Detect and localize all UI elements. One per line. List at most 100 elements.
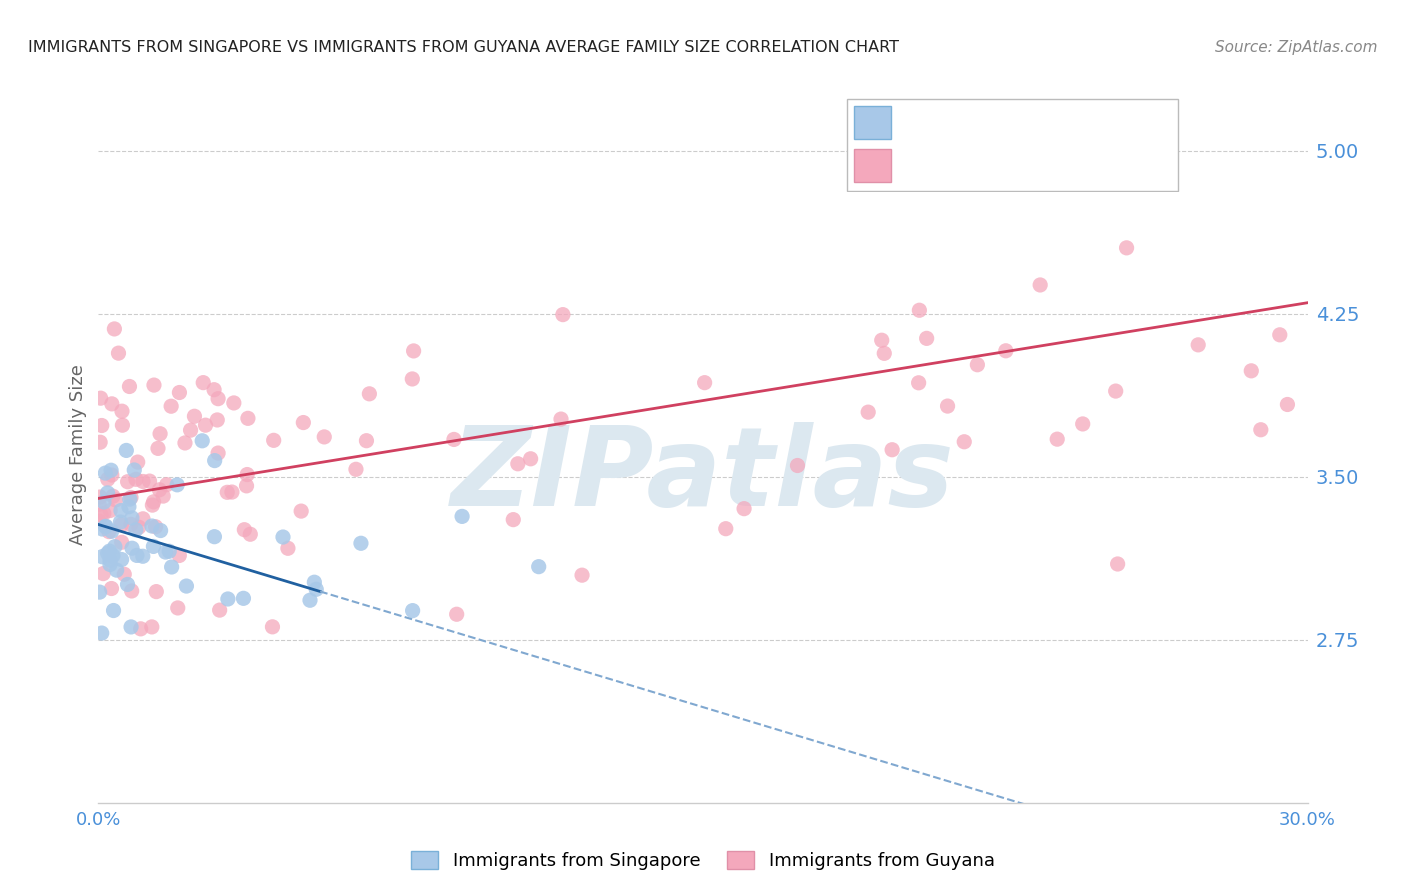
Point <box>277 541 299 556</box>
Point <box>112 567 135 582</box>
Point <box>506 457 529 471</box>
Point <box>202 383 225 397</box>
Point <box>235 479 257 493</box>
Point <box>193 376 215 390</box>
Point <box>882 442 904 457</box>
Legend: Immigrants from Singapore, Immigrants from Guyana: Immigrants from Singapore, Immigrants fr… <box>404 844 1002 877</box>
Text: -0.117: -0.117 <box>952 113 1014 131</box>
Point <box>93 507 115 521</box>
Point <box>907 376 929 390</box>
Text: IMMIGRANTS FROM SINGAPORE VS IMMIGRANTS FROM GUYANA AVERAGE FAMILY SIZE CORRELAT: IMMIGRANTS FROM SINGAPORE VS IMMIGRANTS … <box>28 40 898 55</box>
Point <box>110 517 132 532</box>
Point <box>183 409 205 424</box>
Point <box>120 620 142 634</box>
FancyBboxPatch shape <box>853 105 891 139</box>
Point <box>132 512 155 526</box>
Point <box>97 524 120 539</box>
Point <box>176 579 198 593</box>
Point <box>451 509 474 524</box>
Point <box>115 443 138 458</box>
Point <box>915 331 938 345</box>
Point <box>217 592 239 607</box>
Point <box>90 391 112 405</box>
Point <box>344 462 367 476</box>
Point <box>91 549 114 564</box>
Point <box>233 523 256 537</box>
Point <box>98 503 121 517</box>
Point <box>89 497 111 511</box>
Point <box>174 436 197 450</box>
Point <box>110 503 132 517</box>
Point <box>262 620 284 634</box>
Text: Source: ZipAtlas.com: Source: ZipAtlas.com <box>1215 40 1378 55</box>
Point <box>101 397 124 411</box>
Point <box>90 508 112 522</box>
Point <box>149 524 172 538</box>
Point <box>120 491 142 505</box>
Point <box>292 416 315 430</box>
Point <box>1240 364 1263 378</box>
Point <box>551 308 574 322</box>
Point <box>350 536 373 550</box>
Point <box>160 399 183 413</box>
Text: N =: N = <box>1046 113 1085 131</box>
Point <box>89 585 111 599</box>
Text: ZIPatlas: ZIPatlas <box>451 422 955 529</box>
Point <box>121 584 143 599</box>
Point <box>103 322 125 336</box>
Point <box>117 577 139 591</box>
Point <box>1107 557 1129 571</box>
Point <box>132 549 155 564</box>
Point <box>96 486 118 500</box>
Point <box>125 549 148 563</box>
Point <box>1187 338 1209 352</box>
Point <box>180 423 202 437</box>
Text: R =: R = <box>901 113 939 131</box>
Point <box>90 418 112 433</box>
Point <box>117 475 139 489</box>
Point <box>271 530 294 544</box>
FancyBboxPatch shape <box>853 149 891 183</box>
Point <box>91 522 114 536</box>
Y-axis label: Average Family Size: Average Family Size <box>69 365 87 545</box>
Point <box>169 549 191 563</box>
Point <box>221 485 243 500</box>
Point <box>98 553 121 567</box>
Point <box>103 603 125 617</box>
Point <box>111 404 134 418</box>
Point <box>314 430 336 444</box>
Point <box>138 474 160 488</box>
Point <box>936 399 959 413</box>
Point <box>111 535 134 549</box>
Point <box>100 463 122 477</box>
Point <box>104 493 127 508</box>
Point <box>101 549 124 563</box>
Point <box>1277 397 1299 411</box>
Point <box>994 343 1017 358</box>
Point <box>207 446 229 460</box>
Point <box>207 392 229 406</box>
Point <box>87 514 110 528</box>
Point <box>191 434 214 448</box>
Point <box>125 472 148 486</box>
Point <box>118 379 141 393</box>
Point <box>1029 277 1052 292</box>
Point <box>110 552 132 566</box>
Point <box>121 511 143 525</box>
Point <box>157 544 180 558</box>
Point <box>356 434 378 448</box>
Point <box>953 434 976 449</box>
Point <box>143 378 166 392</box>
Point <box>305 582 328 597</box>
Point <box>149 426 172 441</box>
Point <box>1071 417 1094 431</box>
Point <box>91 566 114 581</box>
Point <box>101 468 124 483</box>
Point <box>693 376 716 390</box>
Point <box>856 405 879 419</box>
Point <box>359 387 381 401</box>
Point <box>1115 241 1137 255</box>
Point <box>446 607 468 622</box>
Point <box>120 517 142 532</box>
Point <box>908 303 931 318</box>
